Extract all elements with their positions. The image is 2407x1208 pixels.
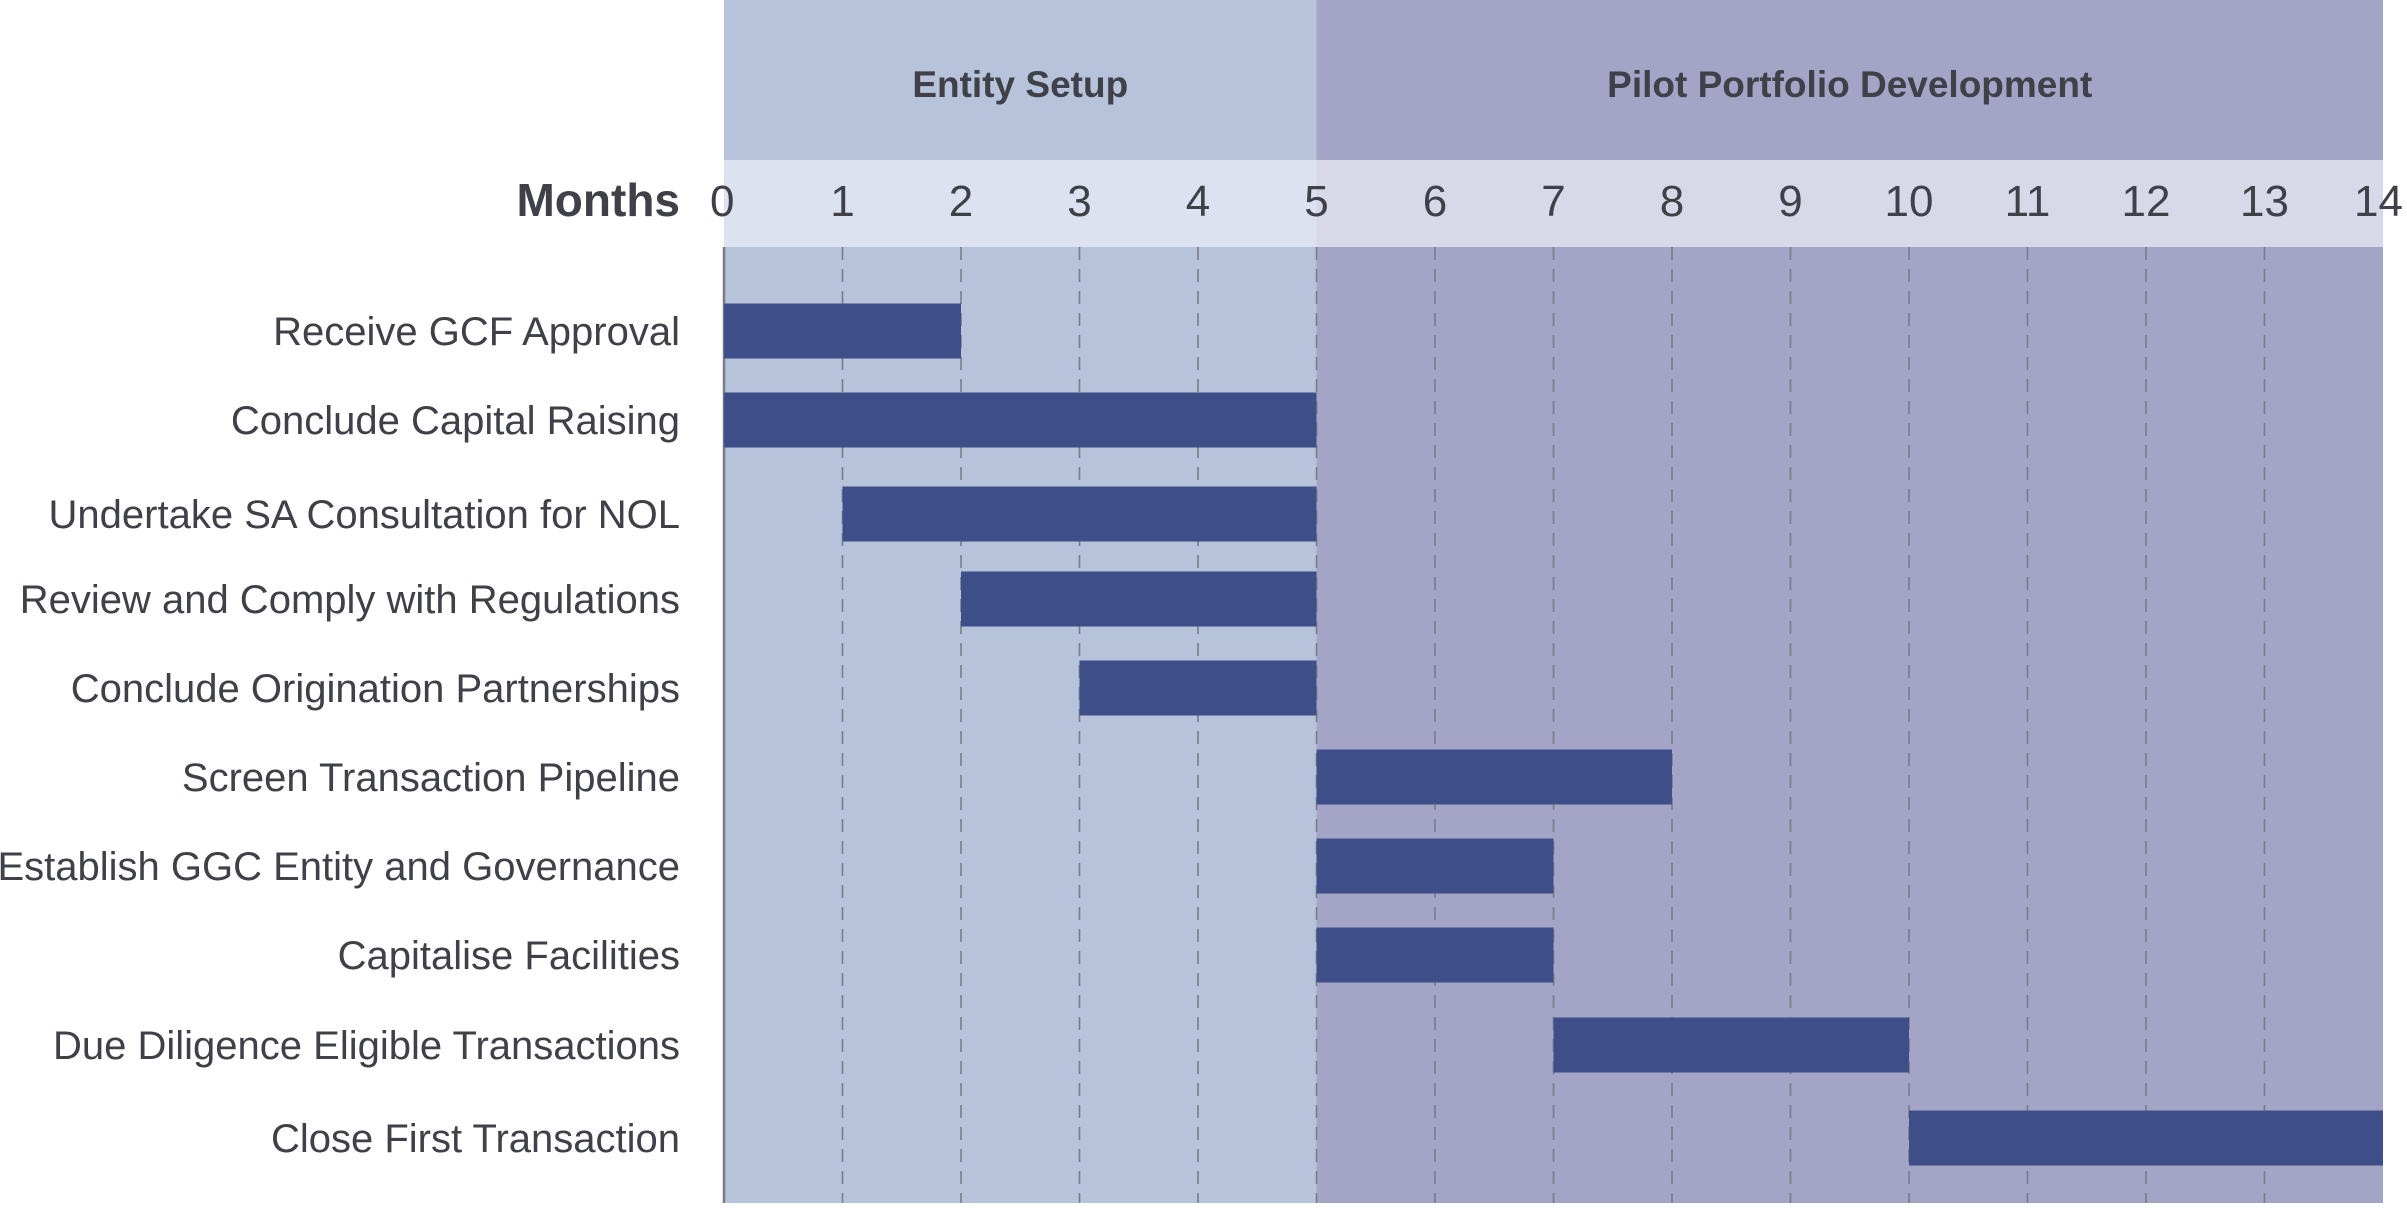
x-tick-label-1: 1 bbox=[830, 177, 854, 226]
x-tick-label-7: 7 bbox=[1541, 177, 1565, 226]
task-labels: Receive GCF Approval Conclude Capital Rai… bbox=[0, 310, 680, 1161]
phase-header-1 bbox=[1316, 0, 2383, 160]
x-tick-label-4: 4 bbox=[1186, 177, 1210, 226]
months-axis: Months 0 1 2 3 4 5 6 7 8 9 10 11 12 13 14 bbox=[516, 174, 2403, 226]
task-label-1: Conclude Capital Raising bbox=[231, 399, 680, 443]
task-bar-0 bbox=[724, 303, 961, 359]
task-label-5: Screen Transaction Pipeline bbox=[182, 756, 680, 800]
phase-area-0 bbox=[724, 247, 1317, 1203]
task-bar-4 bbox=[1079, 660, 1317, 716]
x-tick-label-13: 13 bbox=[2240, 177, 2289, 226]
task-bar-1 bbox=[724, 392, 1317, 448]
x-tick-label-9: 9 bbox=[1778, 177, 1802, 226]
task-bar-6 bbox=[1316, 838, 1554, 894]
months-axis-label: Months bbox=[516, 174, 680, 226]
task-bar-9 bbox=[1909, 1110, 2383, 1166]
x-tick-label-5: 5 bbox=[1304, 177, 1328, 226]
task-label-9: Close First Transaction bbox=[271, 1117, 680, 1161]
phase-tick-band-0 bbox=[724, 160, 1317, 247]
phase-tick-band-1 bbox=[1316, 160, 2383, 247]
x-tick-label-11: 11 bbox=[2005, 177, 2051, 226]
x-tick-label-2: 2 bbox=[949, 177, 973, 226]
task-label-4: Conclude Origination Partnerships bbox=[71, 667, 680, 711]
task-label-3: Review and Comply with Regulations bbox=[20, 578, 680, 622]
x-tick-label-0: 0 bbox=[710, 177, 734, 226]
x-tick-label-14: 14 bbox=[2354, 177, 2403, 226]
phase-backgrounds: Entity Setup Pilot Portfolio Development bbox=[724, 0, 2383, 1203]
task-bar-3 bbox=[961, 571, 1317, 627]
x-tick-label-6: 6 bbox=[1423, 177, 1447, 226]
task-bar-2 bbox=[842, 486, 1317, 542]
task-label-6: Establish GGC Entity and Governance bbox=[0, 845, 680, 889]
x-tick-label-8: 8 bbox=[1660, 177, 1684, 226]
task-label-2: Undertake SA Consultation for NOL bbox=[49, 493, 680, 537]
task-bar-8 bbox=[1553, 1017, 1909, 1073]
x-tick-label-10: 10 bbox=[1885, 177, 1934, 226]
task-label-8: Due Diligence Eligible Transactions bbox=[53, 1024, 680, 1068]
phase-header-0 bbox=[724, 0, 1317, 160]
x-tick-label-3: 3 bbox=[1067, 177, 1091, 226]
x-tick-label-12: 12 bbox=[2122, 177, 2171, 226]
task-bar-7 bbox=[1316, 927, 1554, 983]
task-bar-5 bbox=[1316, 749, 1672, 805]
task-label-7: Capitalise Facilities bbox=[338, 934, 680, 978]
task-bars bbox=[724, 303, 2383, 1166]
phase-title-1: Pilot Portfolio Development bbox=[1607, 64, 2092, 105]
phase-title-0: Entity Setup bbox=[912, 64, 1128, 105]
task-label-0: Receive GCF Approval bbox=[273, 310, 680, 354]
